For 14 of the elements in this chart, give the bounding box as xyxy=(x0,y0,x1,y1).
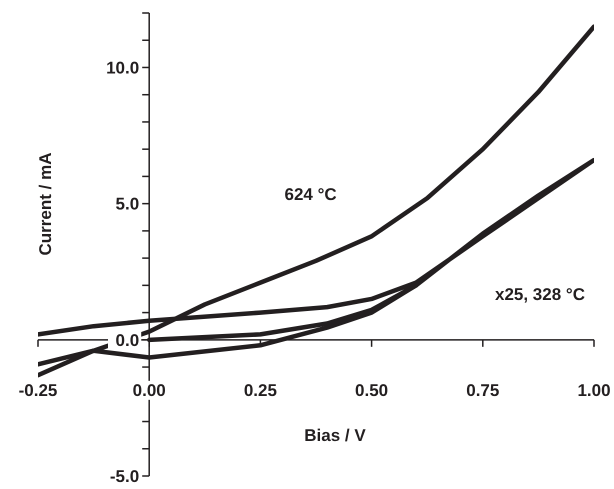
y-tick-label: 10.0 xyxy=(106,58,140,78)
x-tick-label: -0.25 xyxy=(18,380,58,400)
y-tick-label: 0.0 xyxy=(116,330,140,350)
x-axis-title: Bias / V xyxy=(303,426,367,446)
text: x25, 328 °C xyxy=(494,285,586,306)
y-tick-label: 5.0 xyxy=(116,194,140,214)
x-tick-label: 0.75 xyxy=(466,380,500,400)
x-tick-label: 0.25 xyxy=(244,380,277,400)
x-tick-label: 0.00 xyxy=(132,380,166,400)
y-tick-label: -5.0 xyxy=(110,467,140,486)
text: 624 °C xyxy=(284,185,338,206)
y-axis-title: Current / mA xyxy=(36,152,56,258)
x-tick-label: 0.50 xyxy=(355,380,388,400)
x-tick-label: 1.00 xyxy=(577,380,611,400)
